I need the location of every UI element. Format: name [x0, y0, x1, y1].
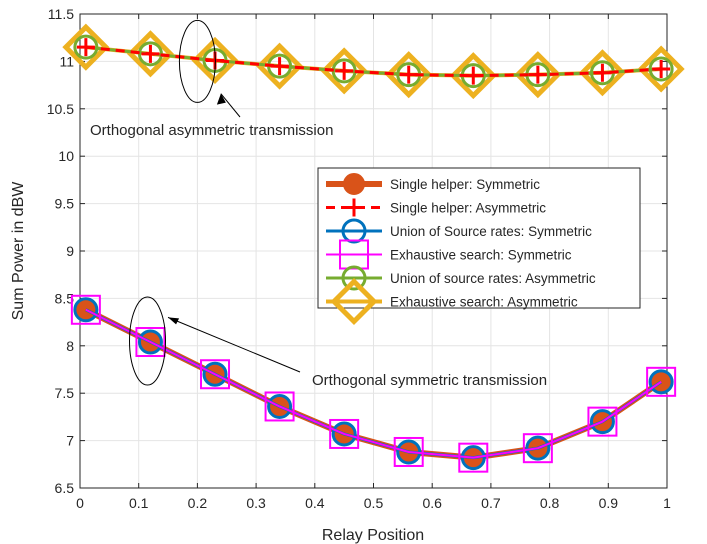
annotation-ellipse-asymmetric [178, 19, 216, 103]
annotation-arrow-asymmetric [220, 93, 241, 118]
y-tick-label: 11.5 [48, 6, 74, 22]
data-point [70, 294, 101, 325]
x-tick-label: 0.1 [129, 495, 149, 511]
data-point [637, 45, 685, 93]
x-tick-label: 0.6 [422, 495, 442, 511]
y-tick-label: 7.5 [55, 385, 75, 401]
legend-box [317, 167, 641, 309]
data-point [331, 421, 357, 447]
data-point [522, 433, 553, 464]
data-point [202, 361, 228, 387]
data-point [593, 63, 612, 82]
x-tick-label: 0.9 [599, 495, 619, 511]
legend-entry-2: Union of Source rates: Symmetric [326, 218, 592, 244]
legend-label: Exhaustive search: Symmetric [390, 248, 572, 263]
y-tick-label: 9.5 [55, 196, 75, 212]
data-point [578, 49, 626, 97]
legend-label: Union of source rates: Asymmetric [390, 271, 596, 286]
legend-marker [343, 173, 365, 195]
x-axis-label: Relay Position [322, 527, 424, 544]
data-point [399, 65, 418, 84]
data-point [76, 38, 95, 57]
legend-label: Single helper: Asymmetric [390, 201, 546, 216]
legend-marker [341, 265, 367, 291]
y-tick-label: 10.5 [47, 101, 74, 117]
data-point [200, 359, 231, 390]
x-tick-label: 0.2 [188, 495, 208, 511]
data-point [514, 51, 562, 99]
data-point [267, 393, 293, 419]
y-tick-label: 8 [66, 338, 74, 354]
y-tick-label: 8.5 [55, 290, 75, 306]
data-point [458, 442, 489, 473]
legend-entry-5: Exhaustive search: Asymmetric [326, 277, 578, 326]
x-tick-label: 0.8 [540, 495, 560, 511]
legend-label: Exhaustive search: Asymmetric [390, 295, 578, 310]
legend-label: Single helper: Symmetric [390, 177, 540, 192]
data-point [393, 436, 424, 467]
data-point [464, 66, 483, 85]
legend-entry-3: Exhaustive search: Symmetric [326, 239, 572, 270]
annotation-arrowhead-asymmetric [216, 93, 226, 105]
data-point [126, 30, 174, 78]
data-point [335, 61, 354, 80]
legend-entry-1: Single helper: Asymmetric [326, 198, 546, 217]
data-point [525, 435, 551, 461]
data-point [62, 23, 110, 71]
legend: Single helper: Symmetric Single helper: A… [317, 167, 641, 326]
data-point [528, 65, 547, 84]
data-point [135, 327, 166, 358]
legend-label: Union of Source rates: Symmetric [390, 224, 592, 239]
data-point [589, 409, 615, 435]
legend-marker [330, 277, 378, 326]
data-point [73, 297, 99, 323]
data-point [320, 47, 368, 95]
data-point [141, 44, 160, 63]
y-tick-label: 7 [66, 433, 74, 449]
legend-marker [345, 198, 363, 217]
y-tick-label: 10 [58, 148, 74, 164]
x-tick-label: 0 [76, 495, 84, 511]
annotation-arrowhead-symmetric [168, 317, 180, 325]
data-point [329, 418, 360, 449]
series-line [85, 308, 662, 459]
data-point [264, 391, 295, 422]
data-point [270, 57, 289, 76]
annotation-ellipse-symmetric [129, 296, 167, 386]
annotations: Orthogonal asymmetric transmission Ortho… [90, 19, 547, 389]
data-point [191, 36, 239, 84]
series-3 [70, 294, 677, 473]
series-line [85, 45, 662, 78]
legend-marker [341, 218, 367, 244]
data-point [648, 369, 674, 395]
legend-entry-0: Single helper: Symmetric [326, 173, 540, 195]
x-tick-label: 0.4 [305, 495, 325, 511]
data-point [137, 329, 163, 355]
data-point [646, 366, 677, 397]
annotation-symmetric: Orthogonal symmetric transmission [312, 372, 547, 389]
data-point [652, 59, 671, 78]
data-point [449, 52, 497, 100]
y-axis-label: Sum Power in dBW [10, 181, 27, 321]
axis-ticks: 0 0.1 0.2 0.3 0.4 0.5 0.6 0.7 0.8 0.9 1 6.5 7 7.5 8 8.5… [47, 6, 671, 511]
data-point [587, 406, 618, 437]
y-tick-label: 11 [59, 53, 74, 69]
y-tick-label: 9 [66, 243, 74, 259]
x-tick-label: 1 [663, 495, 671, 511]
data-point [385, 51, 433, 99]
annotation-asymmetric: Orthogonal asymmetric transmission [90, 122, 333, 139]
data-point [73, 34, 99, 60]
annotation-arrow-symmetric [167, 316, 301, 373]
x-tick-label: 0.3 [246, 495, 266, 511]
x-tick-label: 0.5 [364, 495, 384, 511]
x-tick-label: 0.7 [481, 495, 501, 511]
data-point [648, 56, 674, 82]
series-layer [62, 23, 685, 473]
data-point [256, 42, 304, 90]
y-tick-label: 6.5 [55, 480, 75, 496]
